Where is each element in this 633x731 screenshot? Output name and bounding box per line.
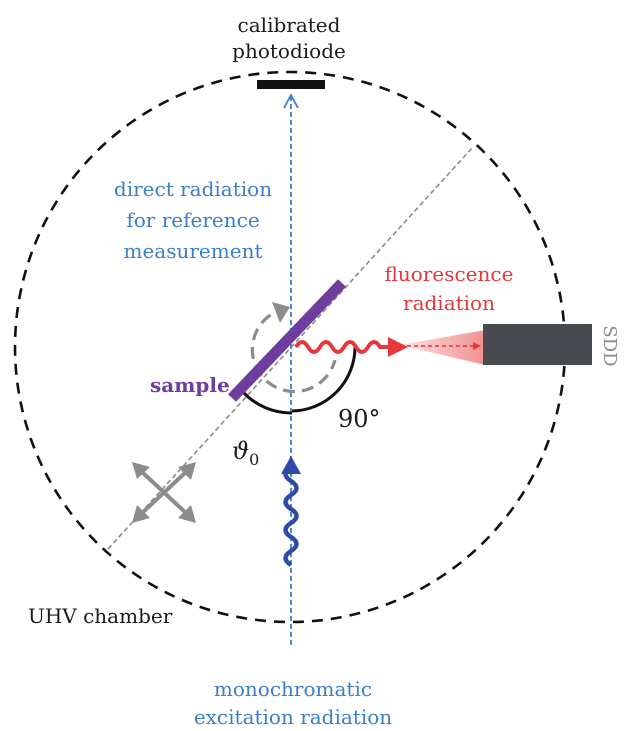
fluorescence-wave-arrow [294, 337, 408, 357]
photodiode-label-line2: photodiode [232, 39, 346, 63]
angle-theta-arc [241, 390, 293, 415]
photodiode-label: calibrated photodiode [214, 12, 364, 64]
angle-90-label: 90° [338, 405, 381, 433]
rotation-arrow-icon [250, 302, 337, 394]
uhv-chamber-label: UHV chamber [28, 604, 173, 628]
sample-axis-line [107, 147, 473, 550]
photodiode-label-line1: calibrated [237, 13, 341, 37]
theta-subscript: 0 [249, 449, 260, 469]
excitation-label: monochromatic excitation radiation [180, 675, 406, 731]
direct-radiation-line2: for reference [126, 208, 260, 232]
sample-label: sample [150, 373, 230, 397]
sdd-label: SDD [596, 325, 622, 366]
angle-theta-label: ϑ0 [232, 436, 259, 475]
beam-top-arrowhead [283, 93, 299, 109]
direct-radiation-label: direct radiation for reference measureme… [98, 174, 288, 267]
direct-radiation-line3: measurement [123, 239, 263, 263]
fluorescence-label: fluorescence radiation [372, 260, 526, 318]
fluorescence-line1: fluorescence [384, 262, 514, 286]
excitation-wave-arrow [281, 456, 301, 567]
four-way-arrow-icon [132, 462, 196, 523]
theta-symbol: ϑ [232, 437, 250, 465]
excitation-line1: monochromatic [213, 677, 373, 701]
sdd-detector [483, 324, 592, 365]
sample-plate [228, 279, 346, 402]
angle-90-arc [291, 346, 357, 413]
photodiode-bar [257, 80, 325, 89]
sdd-label-text: SDD [599, 325, 620, 367]
excitation-line2: excitation radiation [193, 705, 393, 729]
fluorescence-line2: radiation [403, 291, 495, 315]
direct-radiation-line1: direct radiation [113, 177, 273, 201]
fluorescence-fan [400, 330, 485, 365]
